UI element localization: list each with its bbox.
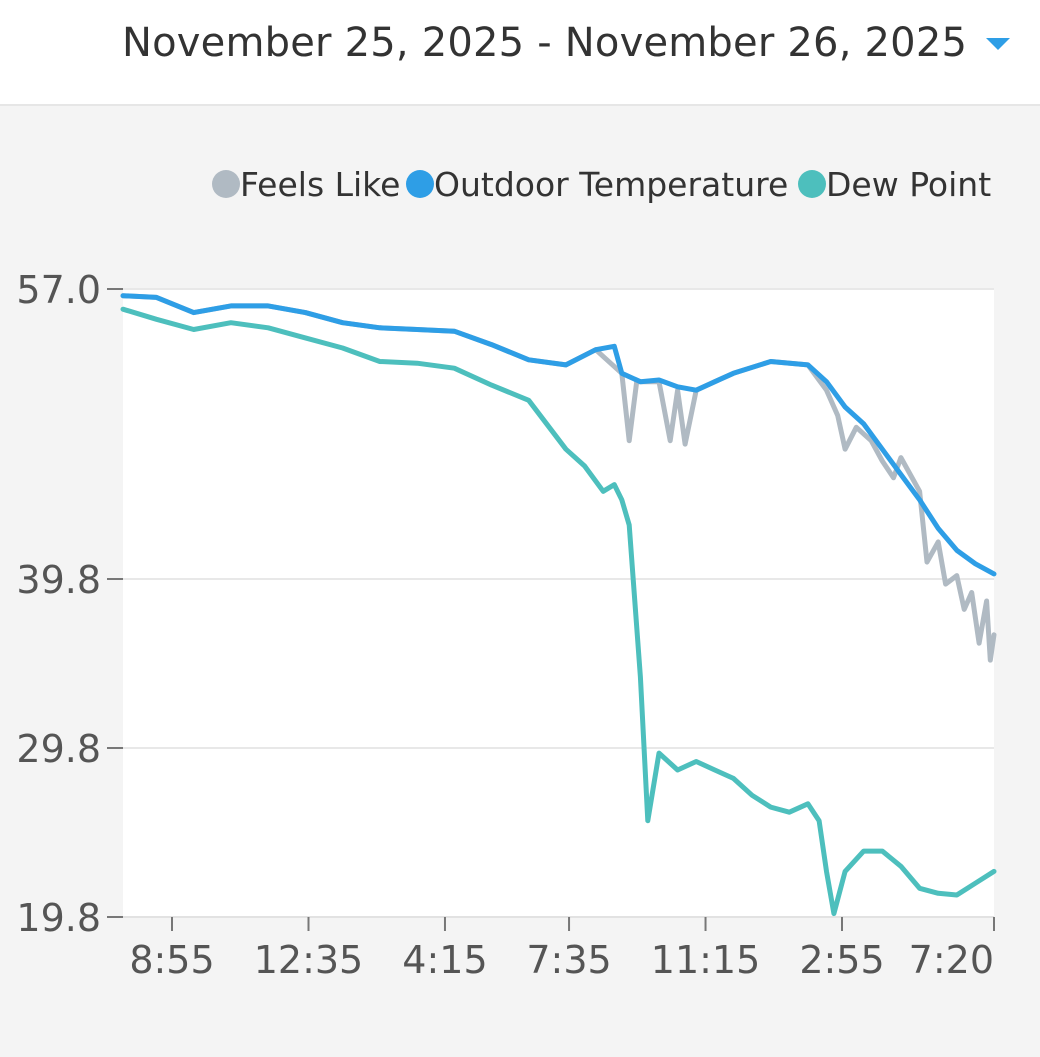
y-tick-label: 29.8 — [16, 727, 101, 771]
y-tick-label: 19.8 — [16, 896, 101, 940]
legend-dot — [406, 170, 434, 198]
y-tick-label: 39.8 — [16, 558, 101, 602]
legend-label: Feels Like — [240, 165, 400, 204]
series-line-outdoor-temperature — [120, 293, 997, 577]
legend-label: Outdoor Temperature — [434, 165, 788, 204]
date-range-selector[interactable]: November 25, 2025 - November 26, 2025 — [122, 20, 968, 66]
header-bar: November 25, 2025 - November 26, 2025 — [0, 0, 1040, 106]
weather-chart: 57.0 39.8 29.8 19.8 8:55 12:35 4:15 7:35 11:15 2:… — [16, 165, 997, 982]
series-line-dew-point — [120, 306, 997, 917]
y-tick-label: 57.0 — [16, 268, 101, 312]
x-tick-label: 7:20 — [909, 938, 994, 982]
plot-area — [123, 289, 994, 917]
x-tick-label: 4:15 — [402, 938, 487, 982]
x-tick-label: 8:55 — [129, 938, 214, 982]
x-tick-label: 7:35 — [526, 938, 611, 982]
legend-dot — [212, 170, 240, 198]
x-tick-label: 11:15 — [651, 938, 761, 982]
x-tick-label: 12:35 — [254, 938, 364, 982]
legend-label: Dew Point — [826, 165, 991, 204]
x-tick-label: 2:55 — [799, 938, 884, 982]
legend-dot — [798, 170, 826, 198]
chevron-down-icon[interactable] — [986, 38, 1010, 50]
